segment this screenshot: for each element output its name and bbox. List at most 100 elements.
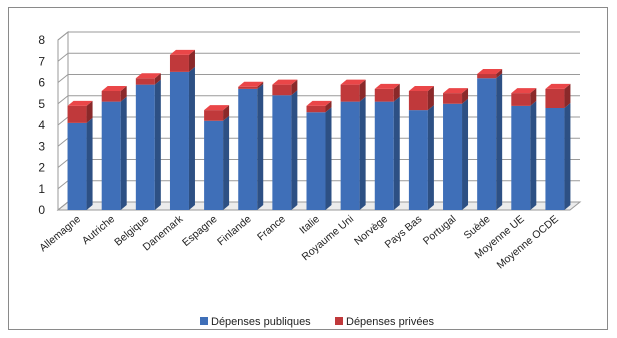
- bar-private: [135, 78, 155, 85]
- x-category-label: Suède: [462, 213, 493, 242]
- bar-private-top: [306, 100, 332, 106]
- legend-label-public: Dépenses publiques: [211, 316, 311, 328]
- bar-private-top: [101, 86, 127, 91]
- bar-private: [67, 105, 87, 123]
- bar-private-top: [238, 81, 264, 87]
- bar-private-top: [408, 86, 434, 91]
- bar-private-top: [545, 83, 571, 89]
- y-tick-label: 8: [38, 33, 45, 47]
- bar-public-side: [223, 115, 230, 210]
- bar-public-side: [120, 96, 127, 210]
- bar-public: [272, 95, 292, 210]
- bar-private-top: [67, 100, 93, 106]
- bar-public-side: [359, 96, 366, 210]
- bar-private-side: [188, 49, 195, 72]
- bar-private-side: [427, 86, 434, 111]
- bar-private-top: [340, 79, 366, 85]
- y-tick-label: 7: [38, 54, 45, 68]
- bar-private: [374, 88, 394, 102]
- legend-swatch-private: [335, 317, 343, 325]
- bar-private-top: [135, 73, 161, 79]
- y-tick-label: 1: [38, 182, 45, 196]
- bar-private: [408, 91, 428, 111]
- bar-private-top: [443, 88, 469, 94]
- bar-public: [306, 112, 326, 210]
- bar-private-top: [204, 105, 230, 111]
- bar-private: [511, 93, 531, 106]
- bar-private-side: [154, 73, 161, 85]
- bar-public-side: [257, 83, 264, 210]
- x-category-label: Espagne: [180, 213, 220, 249]
- bar-public-side: [291, 90, 298, 210]
- bar-public: [477, 78, 497, 210]
- bar-private-top: [477, 69, 503, 74]
- x-category-label: Italie: [297, 213, 322, 237]
- bar-private-side: [257, 81, 264, 89]
- bar-public: [511, 105, 531, 210]
- bar-private-side: [393, 83, 400, 102]
- y-tick-label: 6: [38, 76, 45, 90]
- bar-private: [272, 84, 292, 96]
- bar-private-side: [359, 79, 366, 102]
- bar-private-side: [564, 83, 571, 108]
- bar-private-side: [462, 88, 469, 104]
- bar-public: [135, 84, 155, 210]
- bar-public: [340, 101, 360, 210]
- bar-public: [408, 110, 428, 210]
- bar-public-side: [188, 66, 195, 210]
- y-tick-label: 0: [38, 203, 45, 217]
- bar-public: [238, 88, 258, 210]
- y-tick-label: 3: [38, 139, 45, 153]
- x-category-label: France: [255, 213, 288, 243]
- bar-public: [101, 101, 121, 210]
- bar-private-side: [223, 105, 230, 121]
- bar-public: [545, 108, 565, 210]
- bar-private-side: [325, 100, 332, 113]
- bar-public: [443, 103, 463, 210]
- bar-public: [67, 122, 87, 210]
- bar-private-side: [120, 86, 127, 102]
- bar-private: [545, 88, 565, 108]
- bar-private-side: [86, 100, 93, 123]
- bar-private: [340, 84, 360, 102]
- bar-private-side: [496, 69, 503, 79]
- bar-private: [238, 86, 258, 89]
- bar-public-side: [325, 107, 332, 210]
- bar-public: [169, 71, 189, 210]
- bar-public-side: [154, 79, 161, 210]
- x-category-label: Finlande: [215, 213, 254, 248]
- bar-public-side: [564, 103, 571, 210]
- bar-private: [443, 93, 463, 104]
- bar-private: [204, 110, 224, 121]
- gridline: [57, 74, 580, 83]
- bar-private-top: [169, 49, 195, 55]
- bar-private-top: [511, 88, 537, 94]
- bar-public-side: [496, 73, 503, 210]
- bar-public-side: [86, 117, 93, 210]
- bar-public-side: [427, 105, 434, 210]
- bar-public-side: [462, 98, 469, 210]
- y-tick-label: 4: [38, 118, 45, 132]
- bar-private: [477, 74, 497, 79]
- bar-private: [169, 54, 189, 72]
- bar-public: [374, 101, 394, 210]
- x-category-label: Autriche: [80, 213, 117, 247]
- y-tick-label: 5: [38, 97, 45, 111]
- bar-private-side: [530, 88, 537, 106]
- y-tick-label: 2: [38, 161, 45, 175]
- bar-public-side: [530, 100, 537, 210]
- bar-private-side: [291, 79, 298, 96]
- bar-private: [101, 91, 121, 102]
- x-category-label: Pays Bas: [383, 213, 425, 251]
- bar-public: [204, 120, 224, 210]
- bar-private-top: [374, 83, 400, 89]
- gridline: [57, 31, 580, 41]
- bar-private-top: [272, 79, 298, 85]
- bar-private: [306, 105, 326, 113]
- legend-swatch-public: [200, 317, 208, 325]
- legend-label-private: Dépenses privées: [346, 316, 435, 328]
- x-category-label: Portugal: [421, 213, 459, 247]
- gridline: [57, 52, 580, 62]
- x-category-label: Moyenne OCDE: [495, 213, 561, 271]
- bar-public-side: [393, 96, 400, 210]
